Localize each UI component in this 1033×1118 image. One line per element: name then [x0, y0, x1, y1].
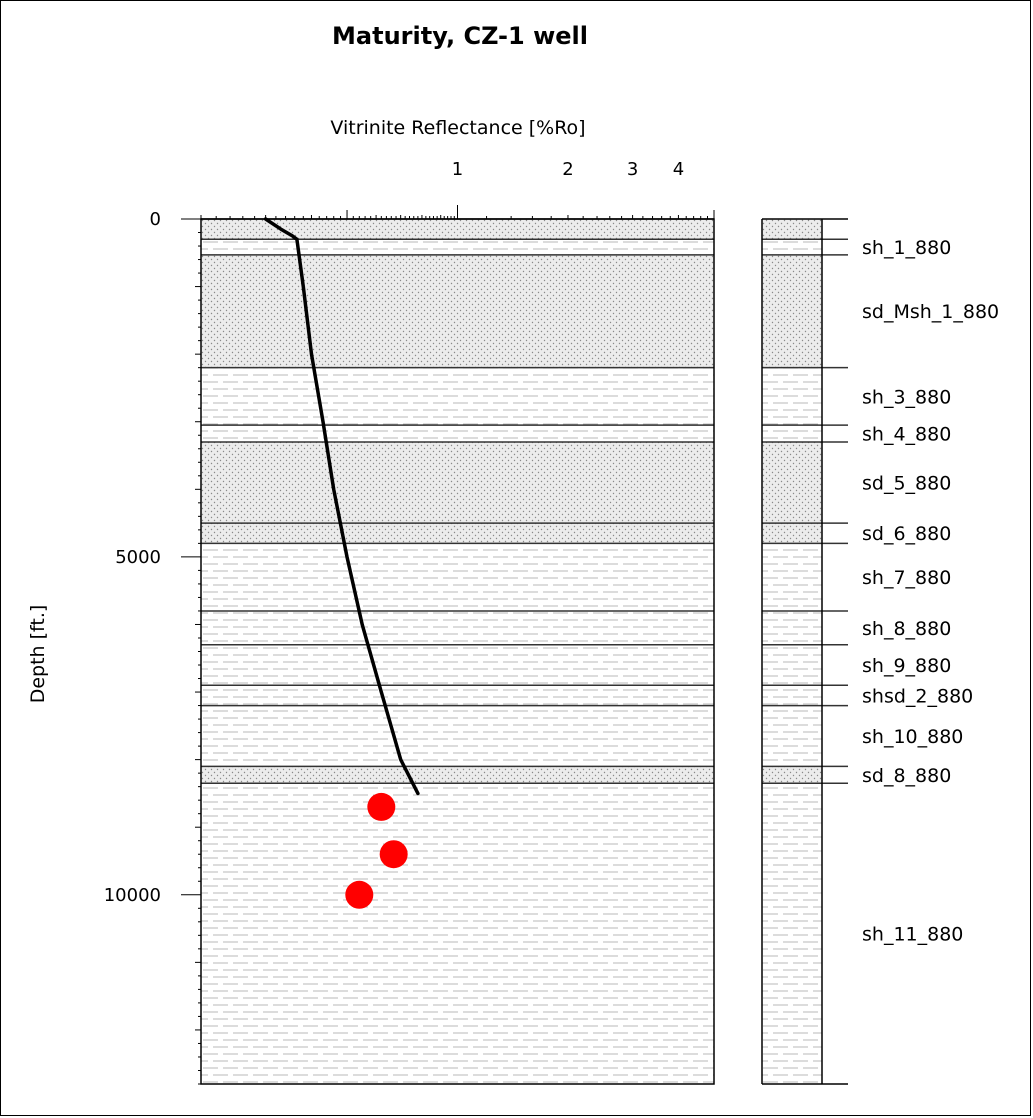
strip-fill — [762, 367, 822, 426]
layer-fill — [201, 644, 714, 686]
formation-label: sd_6_880 — [862, 523, 951, 545]
strip-fill — [762, 442, 822, 524]
lithology-layers — [200, 218, 715, 1085]
formation-label: shsd_2_880 — [862, 685, 973, 707]
y-axis: 0 5000 10000 — [104, 209, 201, 1085]
strip-fill — [762, 523, 822, 544]
layer-fill — [201, 543, 714, 611]
layer-fill — [201, 239, 714, 255]
strip-fill — [762, 425, 822, 443]
formation-label: sh_10_880 — [862, 726, 963, 748]
x-tick-label: 2 — [562, 159, 573, 180]
y-tick-label: 10000 — [104, 885, 161, 906]
layer-fill — [201, 254, 714, 368]
layer-fill — [201, 442, 714, 524]
strip-fill — [762, 685, 822, 706]
x-tick-label: 4 — [673, 159, 684, 180]
formation-label: sh_8_880 — [862, 618, 951, 640]
formation-strip — [761, 218, 848, 1085]
formation-label: sh_4_880 — [862, 424, 951, 446]
formation-label: sd_8_880 — [862, 765, 951, 787]
strip-fill — [762, 254, 822, 368]
layer-fill — [201, 610, 714, 645]
strip-fill — [762, 644, 822, 686]
strip-fill — [762, 543, 822, 611]
formation-label: sd_5_880 — [862, 473, 951, 495]
layer-fill — [201, 219, 714, 240]
layer-fill — [201, 367, 714, 426]
strip-fill — [762, 219, 822, 240]
ro-data-point — [379, 840, 408, 869]
x-tick-label: 1 — [452, 159, 463, 180]
layer-fill — [201, 523, 714, 544]
strip-fill — [762, 783, 822, 1084]
layer-fill — [201, 705, 714, 767]
formation-label: sh_9_880 — [862, 655, 951, 677]
ro-line — [263, 217, 420, 796]
strip-fill — [762, 610, 822, 645]
layer-fill — [201, 685, 714, 706]
ro-data-point — [345, 880, 374, 909]
formation-label: sh_3_880 — [862, 386, 951, 408]
layer-fill — [201, 766, 714, 784]
formation-label: sh_11_880 — [862, 924, 963, 946]
formation-label: sh_7_880 — [862, 567, 951, 589]
formation-label: sd_Msh_1_880 — [862, 301, 999, 323]
ro-data-point — [367, 792, 396, 821]
y-axis-label: Depth [ft.] — [27, 605, 49, 704]
strip-fill — [762, 766, 822, 784]
strip-fill — [762, 239, 822, 255]
layer-fill — [201, 425, 714, 443]
y-tick-label: 5000 — [115, 547, 161, 568]
layer-fill — [201, 783, 714, 1084]
series-layer — [263, 217, 420, 909]
x-axis-label: Vitrinite Reflectance [%Ro] — [330, 117, 585, 139]
x-axis: 1 2 3 4 — [200, 159, 715, 220]
strip-fill — [762, 705, 822, 767]
x-tick-label: 3 — [627, 159, 638, 180]
chart-title: Maturity, CZ-1 well — [332, 22, 588, 50]
y-tick-label: 0 — [150, 209, 161, 230]
formation-labels: sh_1_880 sd_Msh_1_880 sh_3_880 sh_4_880 sd_5… — [862, 237, 999, 946]
formation-label: sh_1_880 — [862, 237, 951, 259]
